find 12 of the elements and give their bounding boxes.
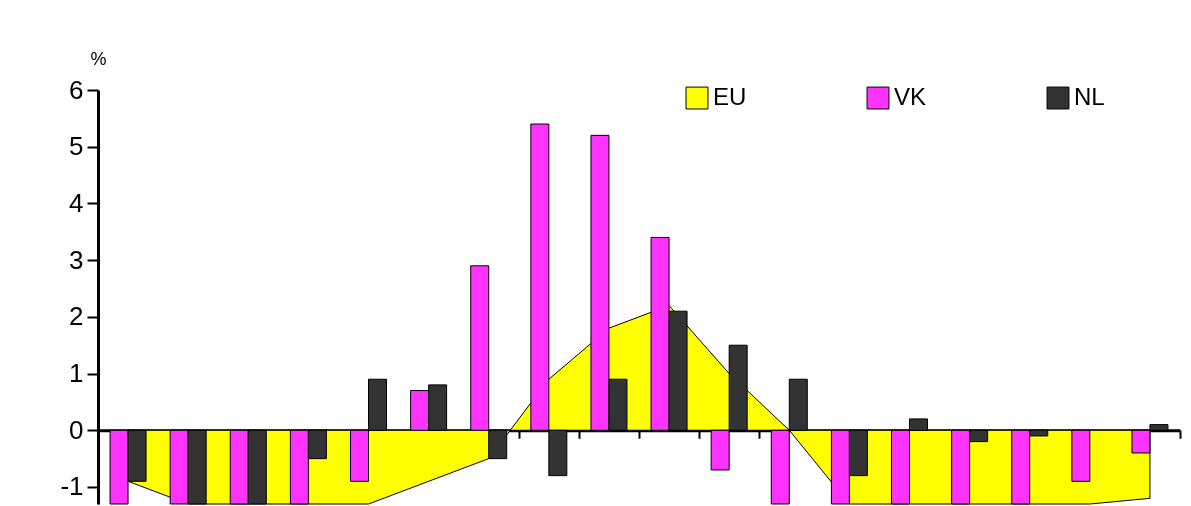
y-tick-label: 1 [69, 358, 84, 389]
legend-label: EU [713, 83, 747, 111]
y-tick-label: 5 [69, 131, 84, 162]
y-tick-label: 4 [69, 187, 84, 218]
legend-label: VK [894, 83, 927, 111]
y-tick-label: 0 [69, 414, 84, 445]
y-tick-label: 2 [69, 301, 84, 332]
y-tick-label: 6 [69, 74, 84, 105]
y-tick-label: -1 [60, 471, 84, 502]
y-axis-title: % [90, 48, 107, 69]
legend-label: NL [1074, 83, 1105, 111]
y-tick-label: 3 [69, 244, 84, 275]
